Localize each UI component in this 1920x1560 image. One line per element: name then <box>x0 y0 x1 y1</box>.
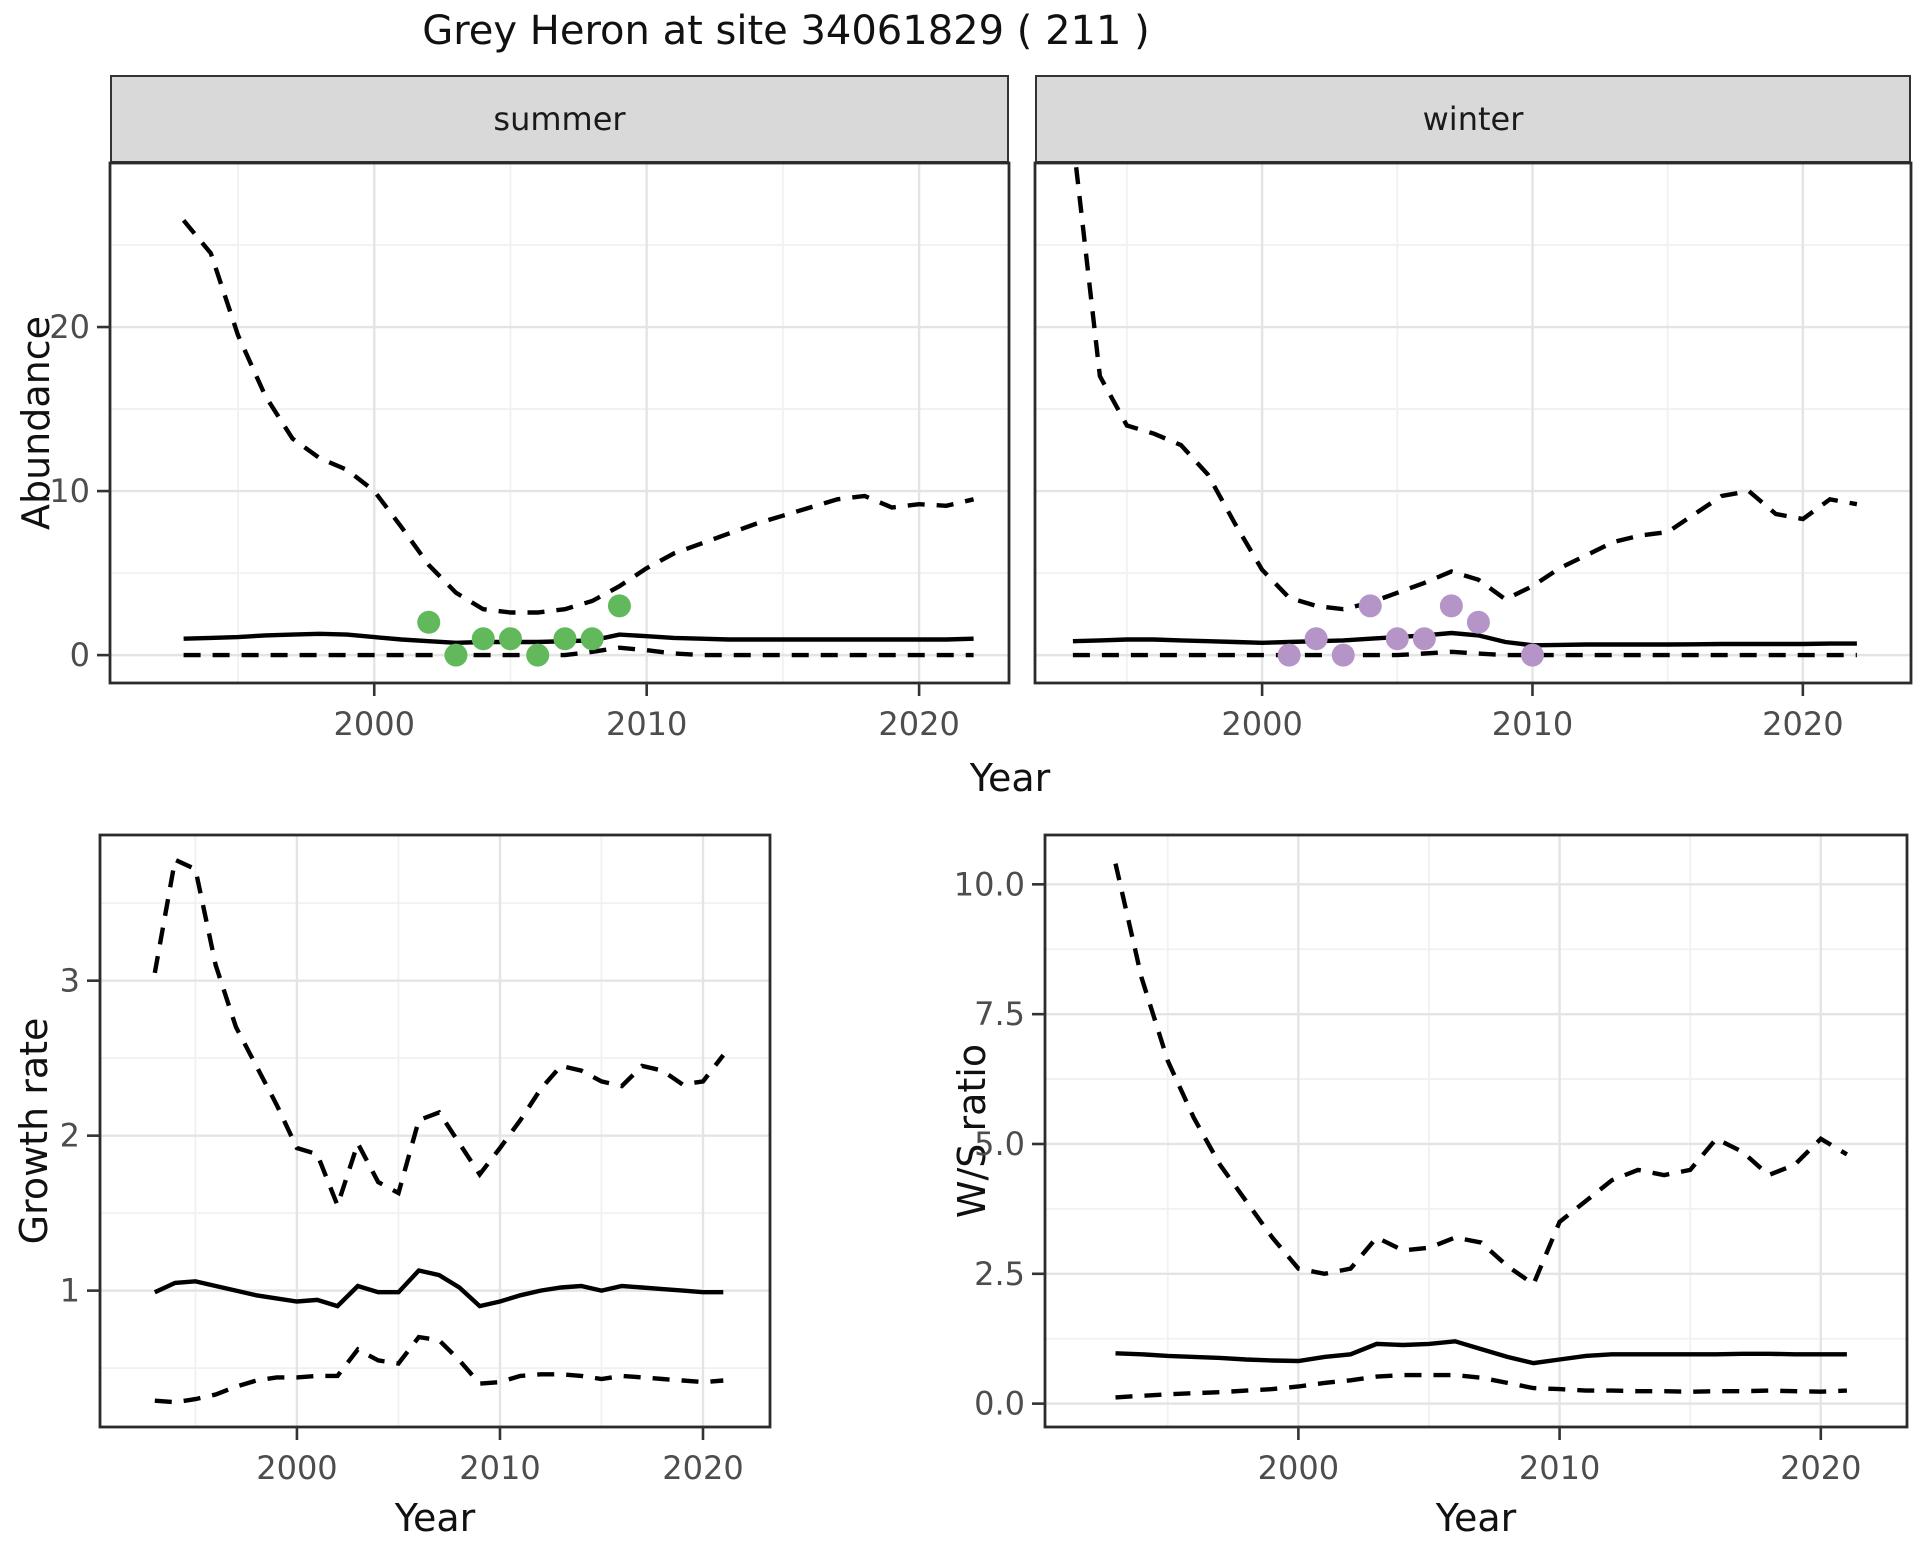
ws-y-tick-label: 10.0 <box>954 865 1025 903</box>
winter-x-tick-label: 2000 <box>1221 705 1302 743</box>
year-axis-title-growth: Year <box>394 1496 476 1540</box>
growth-y-tick-label: 2 <box>60 1117 80 1155</box>
winter-median-line <box>1072 630 1857 648</box>
ws-y-tick-label: 2.5 <box>974 1255 1025 1293</box>
winter-observation-point <box>1466 610 1490 634</box>
winter-observation-point <box>1358 594 1382 618</box>
facet-strip-winter-label: winter <box>1422 100 1524 138</box>
growth-lower_ci-line <box>154 1334 724 1405</box>
page-title: Grey Heron at site 34061829 ( 211 ) <box>422 8 1150 54</box>
winter-lower_ci-line <box>1072 649 1857 658</box>
facet-strip-summer-label: summer <box>493 100 626 138</box>
growth-median-line <box>153 1268 724 1309</box>
summer-lower_ci-line <box>183 645 974 658</box>
winter-observation-point <box>1439 594 1463 618</box>
summer-x-tick-label: 2020 <box>878 705 959 743</box>
year-axis-title-ws: Year <box>1435 1496 1517 1540</box>
winter-observation-point <box>1520 643 1544 667</box>
growth-series <box>152 856 726 1405</box>
growth-x-tick-label: 2000 <box>256 1449 337 1487</box>
year-axis-title-top: Year <box>969 756 1051 800</box>
ws-upper_ci-line <box>1113 863 1849 1288</box>
winter-observation-point <box>1304 627 1328 651</box>
facet-strip-summer: summer <box>110 75 1009 163</box>
summer-upper_ci-line <box>181 218 975 615</box>
winter-x-tick-label: 2010 <box>1492 705 1573 743</box>
ws-y-tick-label: 7.5 <box>974 995 1025 1033</box>
winter-panel: 2000 2010 2020 <box>1033 161 1913 743</box>
winter-observation-point <box>1385 627 1409 651</box>
winter-series <box>1072 163 1858 667</box>
summer-median-line <box>183 631 974 646</box>
summer-observation-point <box>498 627 522 651</box>
summer-y-tick-label: 20 <box>49 308 90 346</box>
winter-observation-point <box>1412 627 1436 651</box>
growth-x-tick-label: 2010 <box>459 1449 540 1487</box>
summer-observation-point <box>417 610 441 634</box>
summer-x-tick-label: 2000 <box>334 705 415 743</box>
growth-y-tick-label: 3 <box>60 962 80 1000</box>
winter-upper_ci-line <box>1073 163 1858 612</box>
ws-x-tick-label: 2020 <box>1780 1449 1861 1487</box>
ws-x-tick-label: 2010 <box>1519 1449 1600 1487</box>
ws-lower_ci-line <box>1115 1372 1847 1400</box>
winter-observation-point <box>1331 643 1355 667</box>
summer-observation-point <box>607 594 631 618</box>
summer-series <box>181 218 975 667</box>
summer-y-tick-label: 10 <box>49 472 90 510</box>
growth-upper_ci-line <box>152 856 726 1212</box>
summer-observation-point <box>526 643 550 667</box>
growth-y-tick-label: 1 <box>60 1272 80 1310</box>
ws-x-tick-label: 2000 <box>1258 1449 1339 1487</box>
summer-observation-point <box>553 627 577 651</box>
ws-y-tick-label: 5.0 <box>974 1125 1025 1163</box>
summer-y-tick-label: 0 <box>70 636 90 674</box>
growth-x-tick-label: 2020 <box>662 1449 743 1487</box>
summer-observation-point <box>444 643 468 667</box>
ws-median-line <box>1115 1339 1847 1366</box>
facet-strip-winter: winter <box>1035 75 1911 163</box>
winter-observation-point <box>1277 643 1301 667</box>
summer-observation-point <box>471 627 495 651</box>
ws-series <box>1113 863 1849 1400</box>
summer-x-tick-label: 2010 <box>606 705 687 743</box>
ws-panel: 2000 2010 2020 0.0 2.5 5.0 7.5 10.0 <box>954 833 1909 1487</box>
winter-x-tick-label: 2020 <box>1762 705 1843 743</box>
growth-panel: 2000 2010 2020 1 2 3 <box>60 833 772 1487</box>
summer-observation-point <box>580 627 604 651</box>
summer-panel: 2000 2010 2020 0 10 20 <box>49 161 1011 743</box>
ws-y-tick-label: 0.0 <box>974 1385 1025 1423</box>
